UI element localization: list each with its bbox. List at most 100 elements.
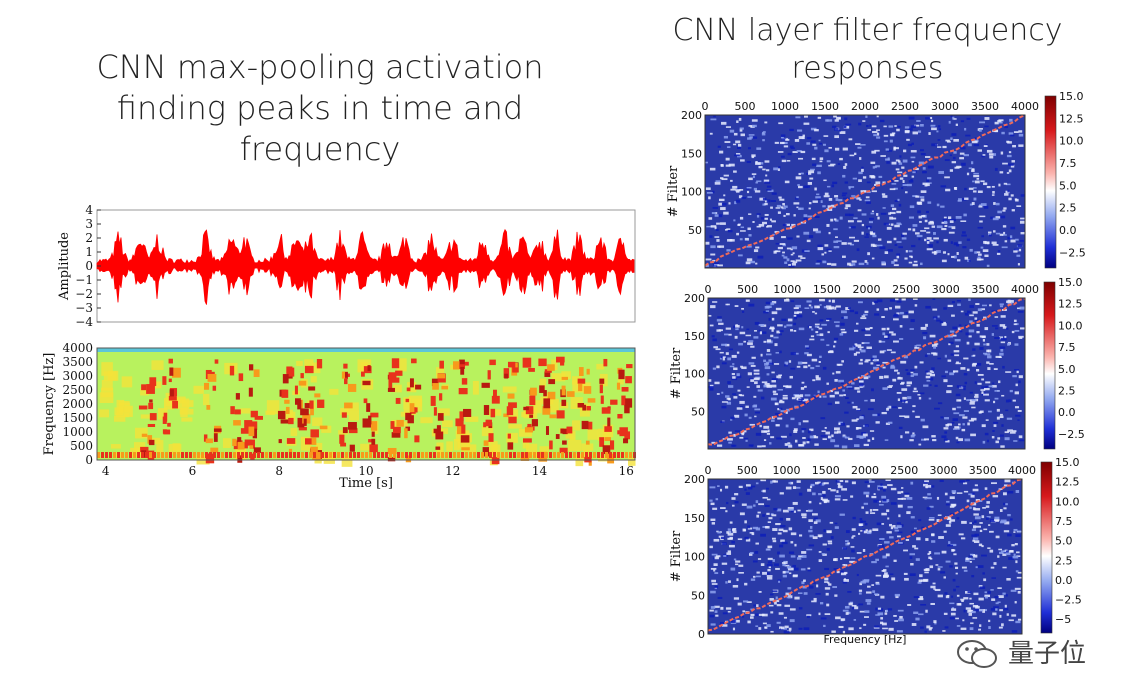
filter-heatmap-cell (741, 326, 744, 329)
filter-heatmap-cell (912, 263, 918, 267)
filter-heatmap-cell (774, 250, 781, 253)
filter-heatmap-cell (809, 525, 813, 529)
filter-heatmap-cell (1000, 413, 1003, 416)
spectrogram-hotspot (371, 431, 375, 437)
filter-heatmap-cell (743, 600, 749, 603)
spectrogram-lowband (237, 452, 240, 458)
filter-heatmap-cell (956, 243, 960, 247)
filter-heatmap-cell (794, 439, 798, 443)
filter-heatmap-cell (729, 536, 733, 540)
spectrogram-hotspot (241, 442, 248, 449)
spectrogram-lowband (161, 452, 164, 458)
spectrogram-lowband (437, 452, 440, 458)
filter-heatmap-cell (993, 424, 997, 427)
spectrogram-patch (123, 405, 133, 417)
filter-heatmap-cell (872, 234, 877, 238)
filter-heatmap-cell (794, 394, 801, 398)
filter-heatmap-cell (719, 351, 724, 354)
filter-xtick-label: 3000 (930, 464, 958, 477)
filter-heatmap-cell (948, 541, 951, 545)
filter-heatmap-cell (738, 117, 742, 121)
filter-heatmap-cell (816, 584, 819, 588)
filter-heatmap-cell (822, 490, 826, 494)
filter-heatmap-cell (726, 438, 733, 441)
filter-heatmap-cell (766, 189, 772, 191)
filter-heatmap-cell (727, 230, 733, 233)
spectrogram-hotspot (172, 367, 181, 378)
filter-heatmap-cell (892, 217, 897, 220)
filter-heatmap-cell (1001, 246, 1008, 249)
spectrogram-hotspot (368, 415, 372, 425)
filter-heatmap-cell (955, 345, 960, 348)
filter-heatmap-cell (841, 360, 844, 363)
filter-heatmap-cell (856, 573, 859, 577)
filter-heatmap-cell (886, 509, 890, 513)
filter-heatmap-cell (748, 213, 752, 215)
filter-heatmap-cell (956, 625, 961, 627)
filter-heatmap-cell (941, 227, 947, 231)
spectrogram-hotspot (304, 365, 314, 374)
filter-heatmap-cell (912, 224, 918, 227)
spectrogram-hotspot (582, 404, 587, 411)
filter-heatmap-cell (815, 262, 820, 265)
filter-heatmap-cell (726, 401, 732, 405)
filter-heatmap-cell (976, 331, 980, 334)
spectrogram-hotspot (462, 361, 469, 366)
filter-heatmap-cell (864, 424, 869, 427)
filter-heatmap-cell (1000, 519, 1007, 523)
filter-heatmap-cell (910, 516, 915, 519)
filter-heatmap-cell (787, 567, 794, 571)
filter-heatmap-cell (1018, 380, 1021, 384)
filter-heatmap-cell (771, 328, 774, 332)
spectrogram-hotspot (249, 445, 254, 449)
filter-heatmap-cell (913, 124, 920, 127)
filter-heatmap-cell (853, 217, 858, 219)
filter-heatmap-cell (713, 346, 718, 349)
filter-heatmap-cell (913, 527, 917, 530)
filter-heatmap-cell (872, 231, 875, 233)
filter-heatmap-cell (977, 256, 981, 259)
filter-heatmap-cell (719, 150, 724, 154)
spectrogram-lowband (489, 452, 492, 458)
filter-heatmap-cell (820, 483, 825, 486)
filter-heatmap-cell (725, 126, 732, 128)
filter-heatmap-cell (915, 232, 920, 235)
filter-heatmap-cell (933, 588, 936, 590)
filter-heatmap-cell (976, 258, 982, 261)
filter-heatmap-cell (818, 361, 821, 363)
filter-heatmap-cell (842, 609, 849, 612)
filter-heatmap-cell (870, 212, 875, 215)
filter-heatmap-cell (1014, 369, 1020, 371)
filter-heatmap-cell (1010, 194, 1014, 197)
filter-heatmap-cell (1006, 613, 1009, 616)
spectrogram-patch (348, 410, 360, 421)
spectrogram-hotspot (250, 410, 258, 418)
filter-heatmap-cell (873, 493, 876, 496)
filter-heatmap-cell (910, 374, 914, 377)
filter-heatmap-cell (801, 551, 807, 554)
filter-heatmap-cell (762, 203, 766, 206)
filter-heatmap-cell (866, 580, 869, 583)
filter-heatmap-cell (824, 426, 827, 429)
spectrogram-hotspot (522, 438, 532, 443)
filter-heatmap-cell (803, 592, 808, 595)
filter-heatmap-cell (996, 408, 1000, 412)
spectrogram-lowband (413, 452, 416, 458)
filter-heatmap-cell (868, 375, 871, 378)
spectrogram-lowband (421, 452, 424, 458)
filter-heatmap-cell (865, 599, 872, 603)
spectrogram-hotspot (237, 437, 242, 443)
filter-heatmap-cell (806, 136, 812, 140)
filter-heatmap-cell (783, 325, 787, 328)
filter-heatmap-cell (910, 178, 913, 182)
filter-heatmap-cell (916, 344, 921, 347)
filter-heatmap-cell (851, 528, 856, 531)
filter-heatmap-cell (783, 560, 787, 563)
filter-heatmap-cell (916, 120, 921, 122)
filter-heatmap-cell (834, 119, 839, 122)
spectrogram-patch (181, 417, 193, 422)
spectrogram-patch (266, 400, 280, 415)
filter-heatmap-cell (810, 335, 815, 338)
spectrogram-lowband (197, 452, 200, 458)
filter-heatmap-cell (783, 630, 790, 634)
